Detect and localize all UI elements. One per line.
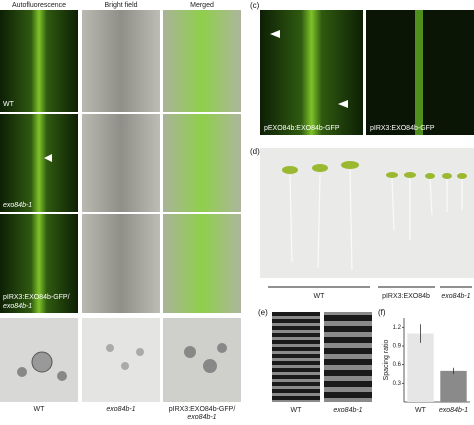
panel-d-label: exo84b-1 (441, 293, 470, 300)
y-tick-label: 0.3 (393, 381, 402, 387)
panel-letter: (d) (250, 147, 260, 156)
panel-b-label: pIRX3:EXO84b-GFP/ (169, 406, 236, 413)
column-header: Bright field (104, 2, 137, 9)
panel-e-images (272, 312, 372, 402)
x-tick-label: WT (415, 407, 427, 414)
bar (407, 333, 434, 402)
panel-d-label: WT (314, 293, 326, 300)
column-header: Merged (190, 2, 214, 9)
panel-b-label: exo84b-1 (106, 406, 135, 413)
panel-c-images (260, 10, 474, 135)
panel-b-images (0, 318, 241, 402)
y-tick-label: 0.9 (393, 344, 402, 350)
column-header: Autofluorescence (12, 2, 66, 9)
panel-letter: (c) (250, 1, 260, 10)
y-axis-label: Spacing ratio (383, 339, 390, 380)
panel-a-images (0, 10, 241, 313)
row-label: exo84b-1 (3, 303, 32, 310)
panel-d-label: pIRX3:EXO84b (382, 293, 430, 300)
panel-letter: (f) (378, 308, 386, 317)
y-tick-label: 0.6 (393, 362, 402, 368)
panel-d-image (260, 148, 474, 288)
row-label: WT (3, 101, 15, 108)
panel-e-label: exo84b-1 (333, 407, 362, 414)
y-tick-label: 1.2 (393, 325, 402, 331)
row-label: exo84b-1 (3, 202, 32, 209)
row-label: pIRX3:EXO84b-GFP/ (3, 294, 70, 301)
x-tick-label: exo84b-1 (439, 407, 468, 414)
panel-b-label: exo84b-1 (187, 414, 216, 420)
bar (440, 370, 467, 402)
panel-e-label: WT (291, 407, 303, 414)
panel-c-label: pIRX3:EXO84b-GFP (370, 125, 435, 132)
panel-c-label: pEXO84b:EXO84b-GFP (264, 125, 340, 132)
panel-b-label: WT (34, 406, 46, 413)
panel-letter: (e) (258, 308, 268, 317)
